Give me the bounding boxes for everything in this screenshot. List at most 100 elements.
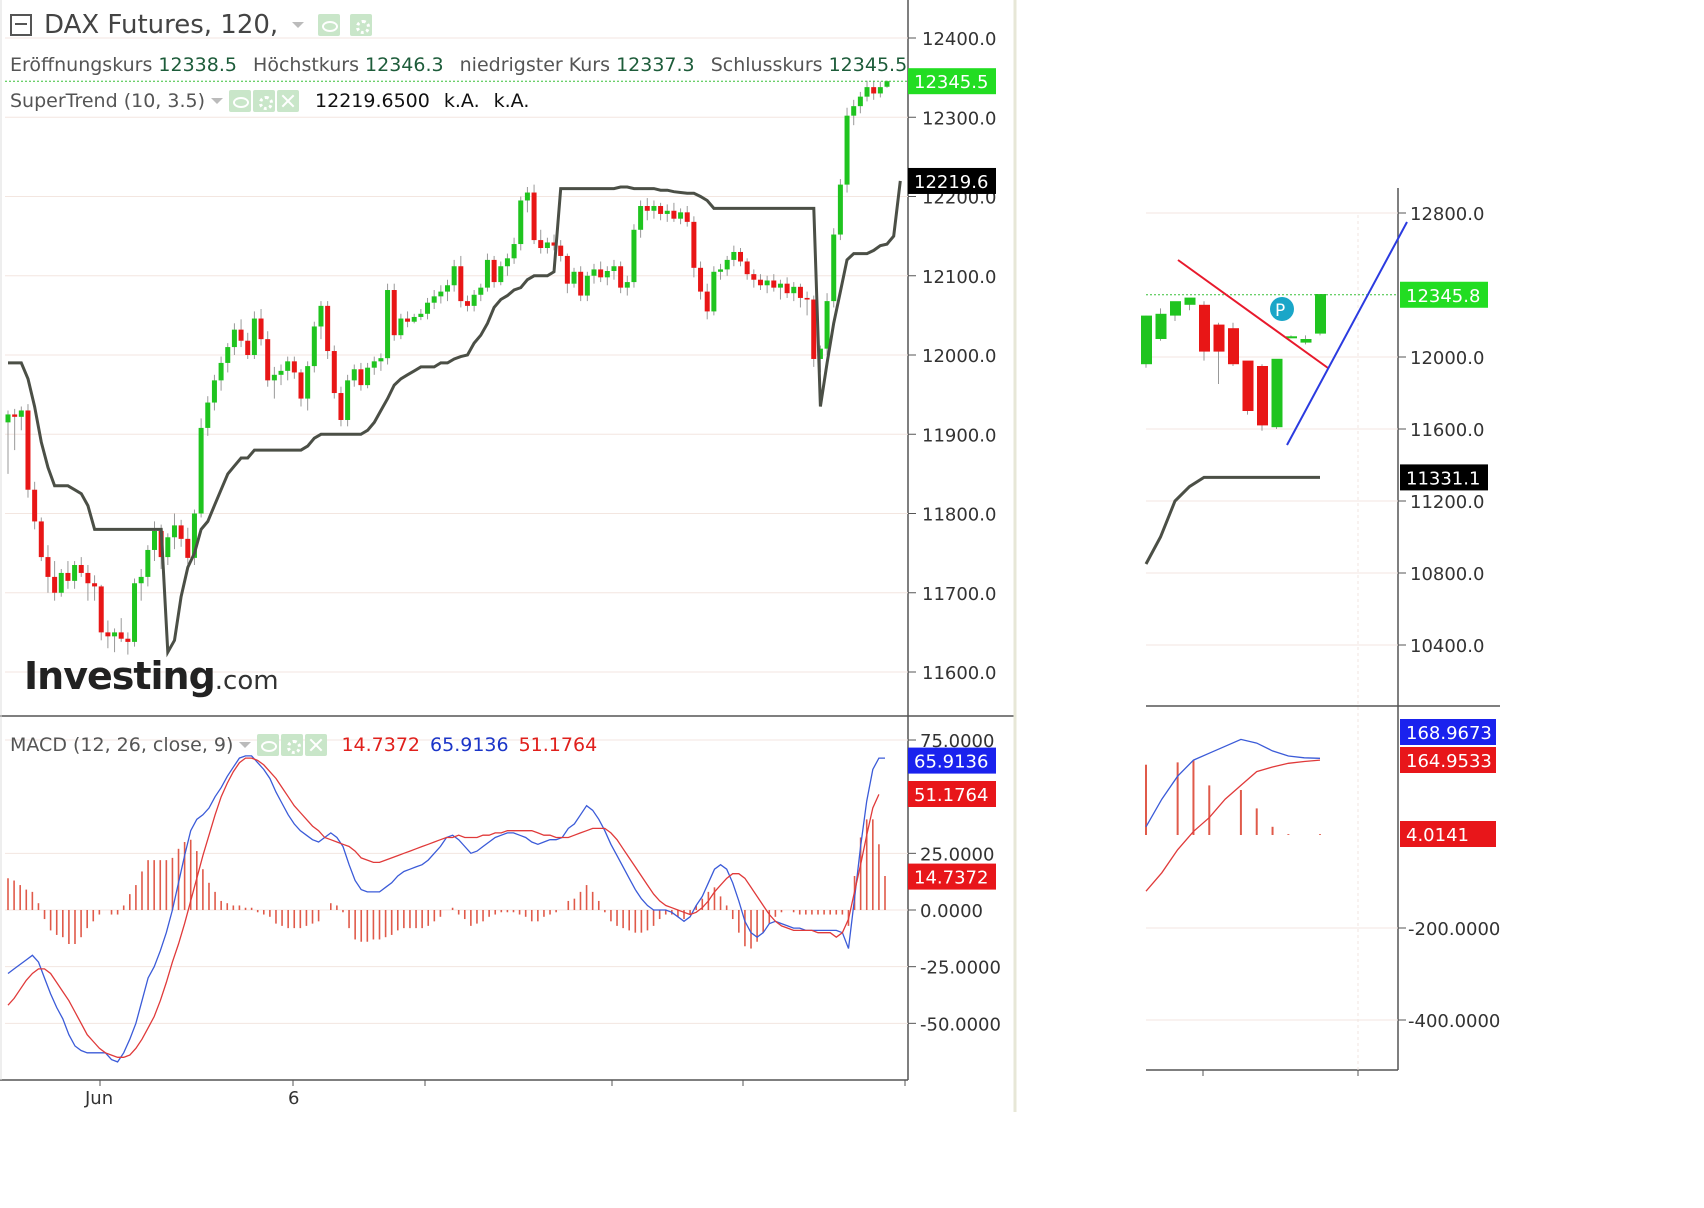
proj-macd-tag-1: 164.9533 [1406, 751, 1492, 772]
candle [491, 259, 497, 283]
candle [298, 372, 304, 399]
candle [757, 279, 763, 286]
candle [638, 206, 644, 230]
macd-tag-2: 14.7372 [914, 868, 988, 889]
candle [671, 210, 677, 219]
gear-icon[interactable] [281, 734, 304, 756]
candle [391, 290, 397, 336]
macd-tag-0: 65.9136 [914, 752, 988, 773]
chart-canvas[interactable]: 12400.012300.012200.012100.012000.011900… [0, 0, 1552, 1112]
support-trendline [1286, 221, 1408, 446]
candle [584, 275, 590, 296]
candle [78, 565, 84, 573]
candle [358, 369, 364, 386]
macd-tag-0-bg [908, 747, 996, 774]
candle [551, 242, 557, 246]
eye-icon[interactable] [257, 734, 280, 756]
candle [318, 305, 324, 327]
candle [12, 414, 18, 417]
candle [418, 313, 424, 317]
supertrend-label[interactable]: SuperTrend (10, 3.5) [10, 90, 206, 112]
chevron-down-icon[interactable] [239, 742, 252, 748]
logo: Investing.com [24, 654, 279, 698]
candle [624, 282, 630, 288]
proj-price-tag-1-bg [1400, 464, 1488, 491]
macd-hist-value: 14.7372 [341, 734, 421, 756]
candle [225, 347, 231, 363]
candle [784, 283, 790, 294]
gear-icon[interactable] [253, 90, 276, 112]
macd-label[interactable]: MACD (12, 26, close, 9) [10, 734, 234, 756]
candle [145, 549, 151, 577]
candle [405, 318, 411, 322]
candle [824, 301, 830, 349]
gear-icon[interactable] [350, 14, 373, 36]
close-icon[interactable] [277, 90, 300, 112]
candle [631, 229, 637, 283]
price-tag-1-bg [908, 167, 996, 194]
eye-icon[interactable] [318, 14, 341, 36]
candle [458, 266, 464, 302]
proj-macd-tag-1-bg [1400, 747, 1496, 773]
candle [664, 210, 670, 214]
candle [618, 266, 624, 288]
proj-macd-tag-0: 168.9673 [1406, 723, 1492, 744]
ohlc-low-value: 12337.3 [616, 54, 695, 76]
ohlc-high-value: 12346.3 [365, 54, 444, 76]
proj-supertrend-line [1144, 475, 1320, 565]
candle [198, 427, 204, 514]
supertrend-na-1: k.A. [443, 90, 480, 112]
proj-candle [1184, 297, 1196, 305]
candle [811, 299, 817, 359]
y-tick-label: 12300.0 [922, 108, 996, 129]
proj-y-tick-label: -400.0000 [1408, 1011, 1500, 1032]
candle [105, 632, 111, 637]
logo-text: Investing [24, 654, 216, 698]
macd-line [7, 755, 885, 1063]
candle [331, 351, 337, 394]
close-icon[interactable] [305, 734, 328, 756]
candle [325, 305, 331, 352]
candle [804, 297, 810, 300]
y-tick-label: 11700.0 [922, 584, 996, 605]
proj-candle [1213, 324, 1225, 352]
candle [764, 280, 770, 286]
y-tick-label: 0.0000 [920, 901, 983, 922]
proj-candle [1242, 360, 1254, 411]
x-tick-label: Jun [84, 1088, 113, 1109]
candle [45, 557, 51, 577]
candle [831, 234, 837, 302]
collapse-icon[interactable] [10, 14, 32, 36]
ohlc-open-label: Eröffnungskurs [10, 54, 153, 76]
candle [132, 583, 138, 642]
candle [285, 361, 291, 371]
candle [112, 632, 118, 637]
pivot-marker [1270, 297, 1294, 321]
candle [511, 244, 517, 259]
eye-icon[interactable] [229, 90, 252, 112]
candle [711, 271, 717, 312]
candle [571, 271, 577, 284]
candle [371, 361, 377, 368]
candle [857, 96, 863, 107]
candle [744, 261, 750, 275]
proj-y-tick-label: 11200.0 [1410, 492, 1484, 513]
chevron-down-icon[interactable] [211, 98, 224, 104]
proj-macd-line [1145, 738, 1321, 828]
proj-y-tick-label: 11600.0 [1410, 420, 1484, 441]
candle [591, 269, 597, 276]
y-tick-label: 11900.0 [922, 425, 996, 446]
macd-tag-1-bg [908, 781, 996, 808]
resistance-trendline [1177, 259, 1329, 369]
candle [738, 251, 743, 262]
candle [32, 489, 38, 522]
candle [152, 530, 157, 550]
candle [165, 537, 171, 558]
candle [118, 632, 124, 639]
candle [718, 269, 724, 272]
pivot-marker-label: P [1275, 301, 1285, 321]
proj-y-tick-label: 10800.0 [1410, 564, 1484, 585]
price-tag-0-bg [908, 68, 996, 95]
chevron-down-icon[interactable] [292, 22, 305, 28]
y-tick-label: 11800.0 [922, 505, 996, 526]
